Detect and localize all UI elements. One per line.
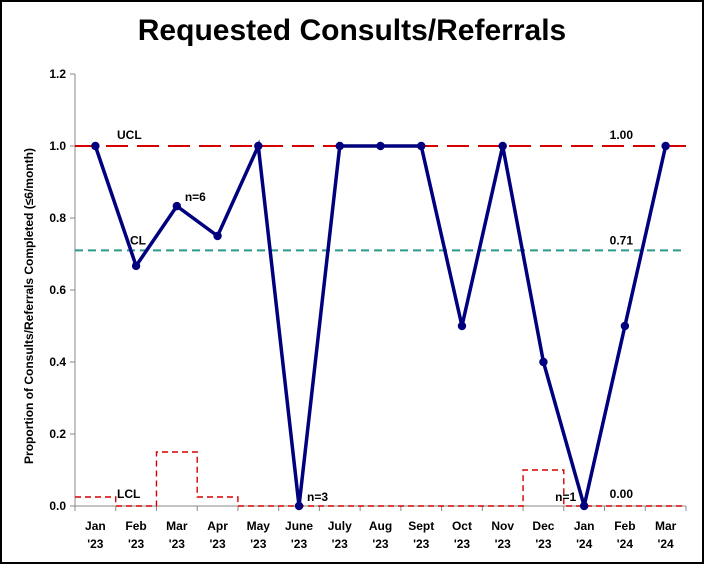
x-tick-year-label: '23 [250, 537, 267, 551]
data-point [294, 501, 304, 511]
y-tick-label: 1.2 [49, 67, 66, 81]
x-tick-label: Jan [85, 519, 106, 533]
x-tick-label: Apr [207, 519, 228, 533]
chart-title: Requested Consults/Referrals [137, 14, 567, 47]
y-tick-label: 0.0 [49, 499, 66, 513]
y-tick-label: 0.2 [49, 427, 66, 441]
y-tick-label: 0.8 [49, 211, 66, 225]
data-point [417, 141, 426, 151]
y-axis-title: Proportion of Consults/Referrals Complet… [22, 148, 36, 464]
x-tick-label: Oct [452, 519, 472, 533]
x-tick-year-label: '23 [291, 537, 308, 551]
data-point [579, 501, 589, 511]
lcl-value-label: 0.00 [610, 487, 634, 501]
x-tick-label: Mar [655, 519, 677, 533]
x-tick-label: Feb [614, 519, 635, 533]
data-point [498, 141, 507, 151]
data-point [254, 141, 263, 151]
data-point [457, 321, 467, 331]
x-tick-year-label: '24 [617, 537, 634, 551]
x-tick-year-label: '23 [454, 537, 471, 551]
x-tick-year-label: '23 [413, 537, 430, 551]
data-point [376, 141, 385, 151]
x-tick-year-label: '24 [576, 537, 593, 551]
x-tick-year-label: '23 [495, 537, 512, 551]
data-point [661, 141, 670, 151]
ucl-value-label: 1.00 [610, 128, 634, 142]
x-tick-label: June [285, 519, 313, 533]
lcl-label: LCL [117, 487, 140, 501]
series-line [93, 139, 668, 507]
x-tick-label: May [247, 519, 271, 533]
cl-label: CL [130, 233, 146, 247]
data-point [172, 201, 182, 211]
data-point [213, 231, 222, 241]
data-point [91, 141, 100, 151]
x-tick-label: Jan [574, 519, 595, 533]
x-tick-year-label: '23 [332, 537, 349, 551]
point-annotation: n=3 [307, 490, 328, 504]
cl-value-label: 0.71 [610, 233, 634, 247]
lcl-line [75, 451, 686, 507]
y-tick-label: 0.4 [49, 355, 66, 369]
x-tick-year-label: '23 [87, 537, 104, 551]
data-point [335, 141, 344, 151]
x-tick-year-label: '23 [535, 537, 552, 551]
x-tick-year-label: '23 [169, 537, 186, 551]
y-tick-label: 1.0 [49, 139, 66, 153]
ucl-label: UCL [117, 128, 142, 142]
data-point [131, 261, 141, 271]
x-tick-label: Feb [125, 519, 146, 533]
x-tick-label: July [328, 519, 352, 533]
x-tick-label: Aug [369, 519, 392, 533]
x-tick-year-label: '23 [372, 537, 389, 551]
y-tick-label: 0.6 [49, 283, 66, 297]
x-tick-label: Mar [166, 519, 188, 533]
data-point [539, 357, 548, 367]
point-annotation: n=6 [185, 190, 206, 204]
point-annotation: n=1 [555, 490, 576, 504]
x-tick-label: Dec [532, 519, 554, 533]
x-tick-year-label: '24 [658, 537, 675, 551]
x-tick-label: Sept [408, 519, 434, 533]
data-point [620, 321, 630, 331]
x-tick-year-label: '23 [128, 537, 145, 551]
x-tick-label: Nov [491, 519, 514, 533]
x-tick-year-label: '23 [209, 537, 226, 551]
